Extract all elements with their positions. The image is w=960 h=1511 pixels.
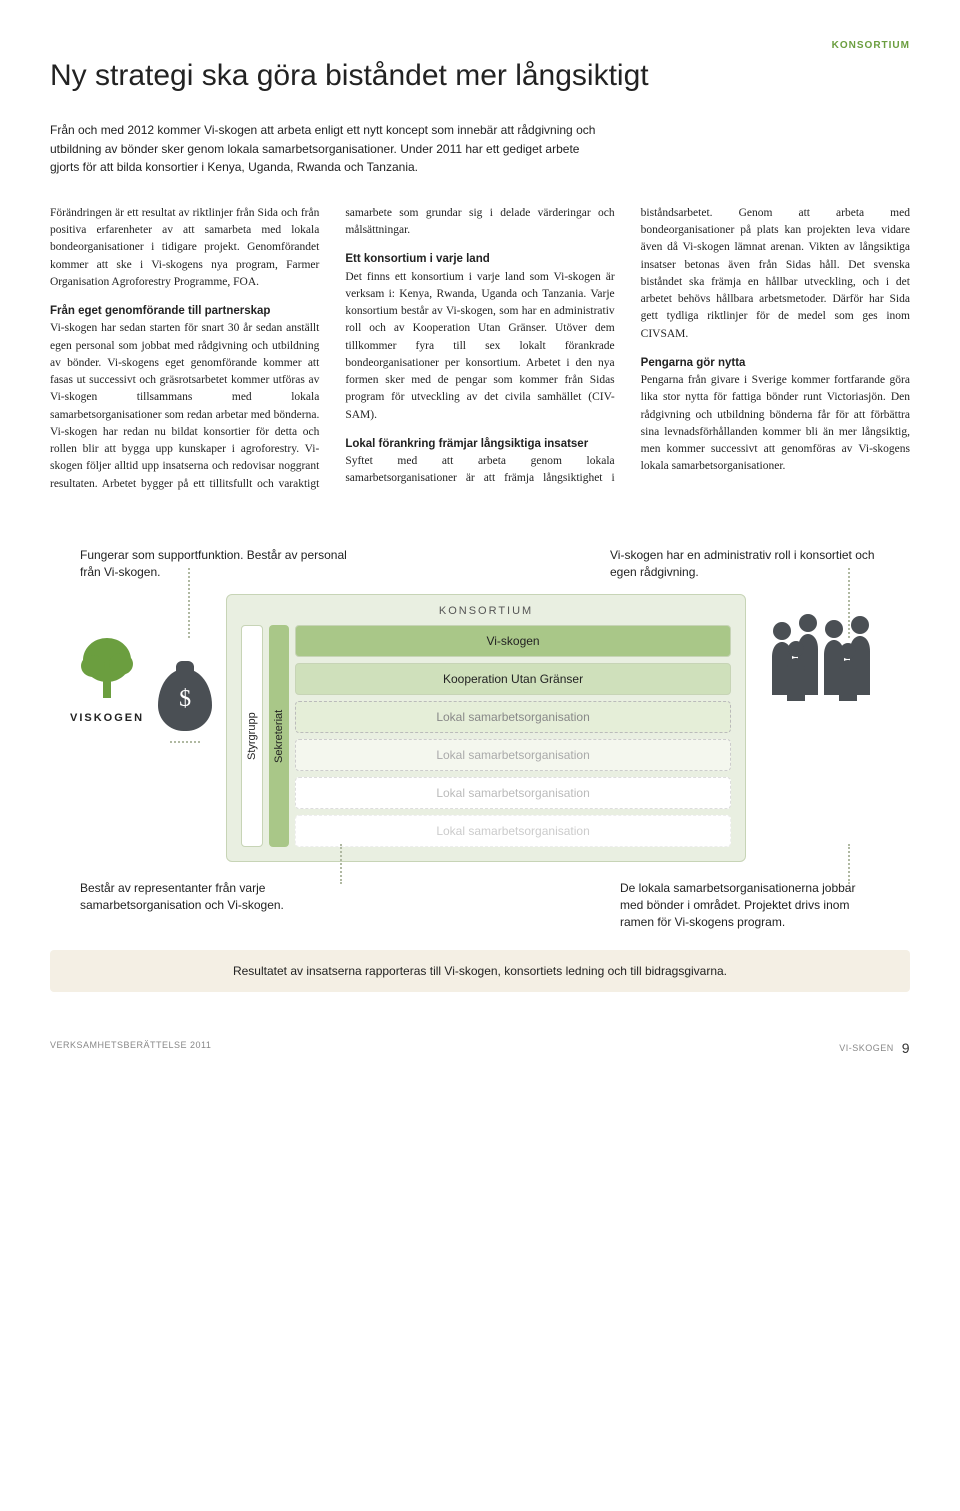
- result-band: Resultatet av insatserna rapporteras til…: [50, 950, 910, 992]
- kons-row-6: Lokal samarbetsorganisation: [295, 815, 731, 847]
- p3: Ett konsortium i varje landDet finns ett…: [345, 251, 614, 424]
- kons-row-1: Vi-skogen: [295, 625, 731, 657]
- viskogen-wordmark: VISKOGEN: [70, 712, 144, 724]
- body-columns: Förändringen är ett resultat av riktlinj…: [50, 205, 910, 493]
- kons-row-5: Lokal samarbetsorganisation: [295, 777, 731, 809]
- sub4: Pengarna gör nytta: [641, 357, 746, 369]
- konsortium-box: KONSORTIUM Styrgrupp Sekreteriat Vi-skog…: [226, 594, 746, 862]
- section-tag: KONSORTIUM: [50, 40, 910, 51]
- headline: Ny strategi ska göra biståndet mer långs…: [50, 59, 910, 93]
- kons-row-4: Lokal samarbetsorganisation: [295, 739, 731, 771]
- label-top-left: Fungerar som supportfunktion. Består av …: [80, 547, 350, 582]
- page-number: 9: [902, 1040, 910, 1056]
- tree-icon: [71, 634, 143, 706]
- money-bag-icon: $: [158, 669, 212, 731]
- lede: Från och med 2012 kommer Vi-skogen att a…: [50, 121, 610, 177]
- label-top-right: Vi-skogen har en administrativ roll i ko…: [610, 547, 880, 582]
- label-bot-left: Består av representanter från varje sama…: [80, 880, 340, 932]
- p1: Förändringen är ett resultat av riktlinj…: [50, 205, 319, 291]
- diagram-box: Fungerar som supportfunktion. Består av …: [50, 529, 910, 1010]
- footer-right: VI-SKOGEN: [839, 1043, 894, 1053]
- label-bot-right: De lokala samarbetsorganisationerna jobb…: [620, 880, 880, 932]
- styrgrupp-label: Styrgrupp: [241, 625, 263, 847]
- sub2: Ett konsortium i varje land: [345, 253, 489, 265]
- viskogen-logo-block: VISKOGEN: [70, 634, 144, 724]
- page-footer: VERKSAMHETSBERÄTTELSE 2011 VI-SKOGEN 9: [50, 1040, 910, 1056]
- footer-left: VERKSAMHETSBERÄTTELSE 2011: [50, 1040, 211, 1056]
- sub3: Lokal förankring främjar långsiktiga ins…: [345, 438, 588, 450]
- sub1: Från eget genomförande till partnerskap: [50, 305, 270, 317]
- sekreteriat-label: Sekreteriat: [269, 625, 289, 847]
- konsortium-title: KONSORTIUM: [241, 605, 731, 617]
- p5: Pengarna gör nyttaPengarna från givare i…: [641, 355, 910, 476]
- kons-row-2: Kooperation Utan Gränser: [295, 663, 731, 695]
- kons-row-3: Lokal samarbetsorganisation: [295, 701, 731, 733]
- people-icon: [760, 609, 890, 719]
